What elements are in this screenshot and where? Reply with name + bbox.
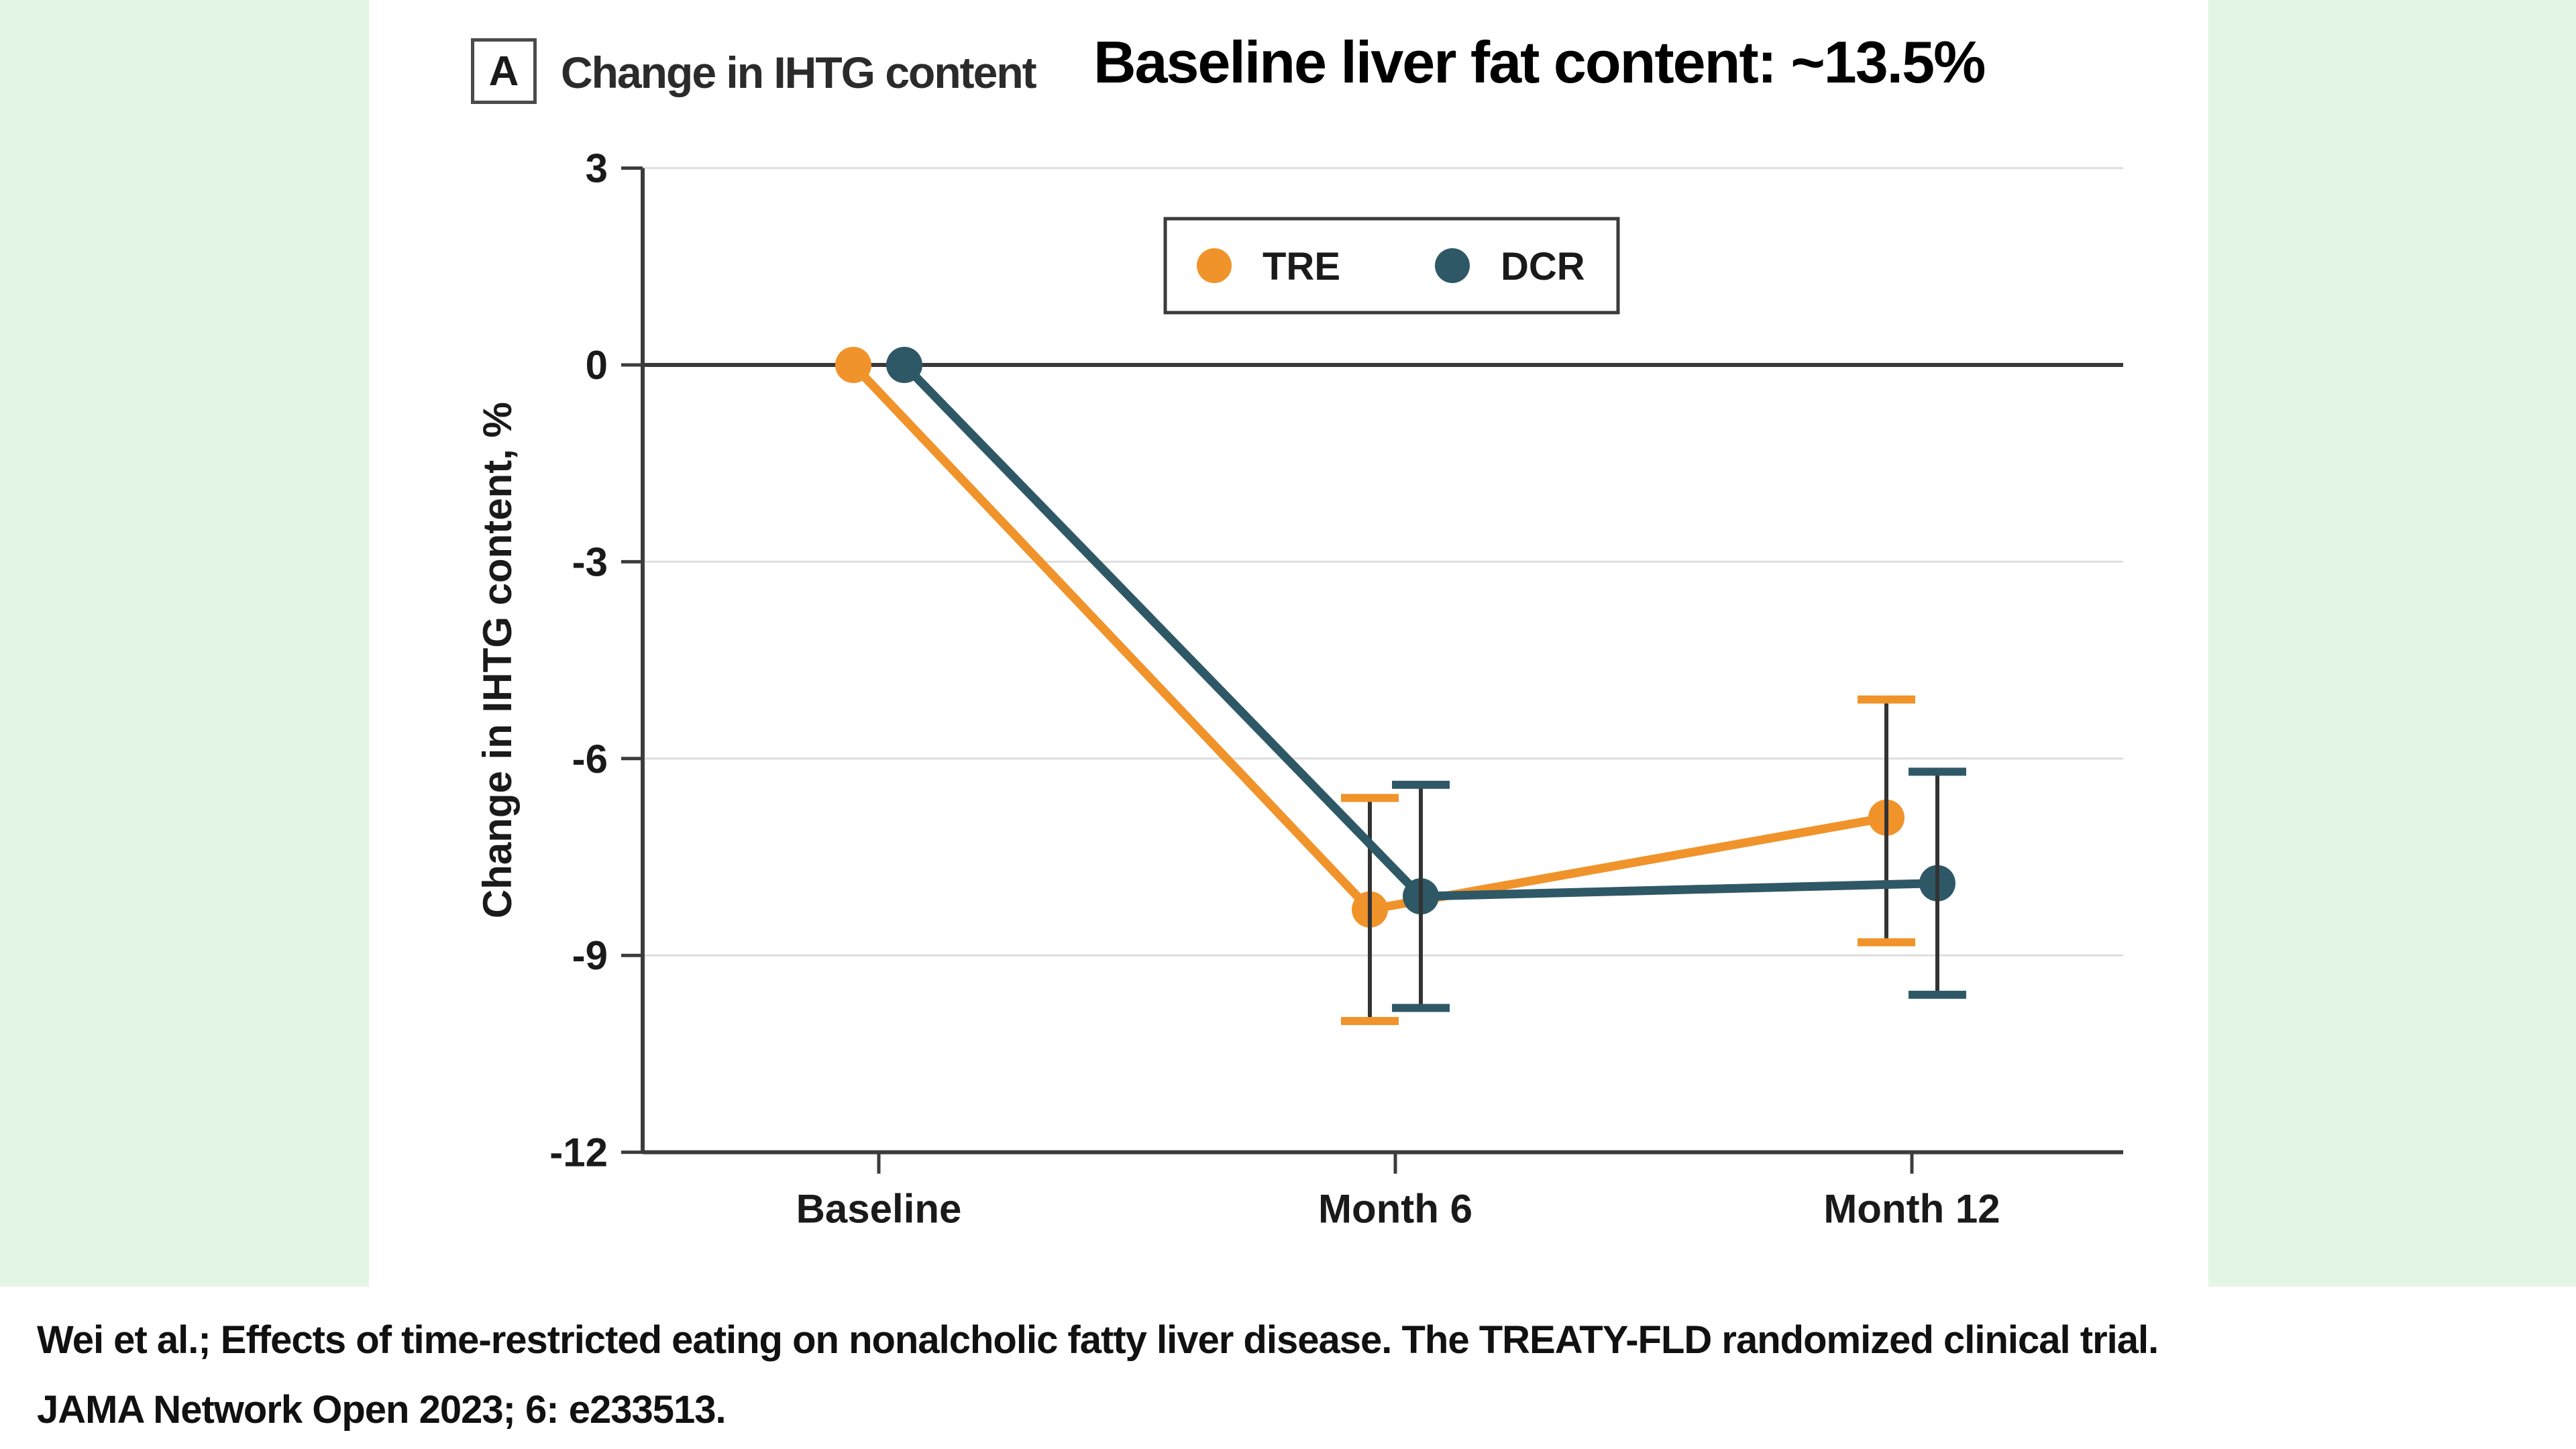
panel-title: Change in IHTG content (561, 48, 1037, 97)
x-tick-label: Baseline (796, 1187, 962, 1232)
y-tick-label: -6 (572, 737, 608, 782)
legend-label-DCR: DCR (1501, 245, 1585, 288)
y-tick-label: -3 (572, 539, 608, 584)
citation-line-1: Wei et al.; Effects of time-restricted e… (37, 1318, 2159, 1362)
axes: 3 0 -3 -6 -9 -12 Change in IHTG content, % Base… (475, 146, 2123, 1232)
panel-letter: A (488, 48, 519, 95)
data-point-DCR (886, 347, 922, 383)
x-tick-label: Month 6 (1318, 1187, 1472, 1232)
legend: TRE DCR (1163, 217, 1620, 315)
legend-box (1163, 217, 1620, 315)
series (835, 347, 1966, 1025)
legend-label-TRE: TRE (1263, 245, 1340, 288)
citation-line-2: JAMA Network Open 2023; 6: e233513. (37, 1388, 727, 1432)
data-point-TRE (835, 347, 871, 383)
y-axis-title: Change in IHTG content, % (475, 402, 520, 918)
y-tick-label: 0 (586, 343, 608, 388)
main-title: Baseline liver fat content: ~13.5% (1093, 29, 1986, 95)
citation: Wei et al.; Effects of time-restricted e… (37, 1305, 2546, 1445)
y-tick-label: 3 (586, 146, 608, 191)
legend-dot-TRE (1197, 248, 1232, 283)
y-tick-label: -12 (549, 1130, 608, 1175)
x-tick-label: Month 12 (1823, 1187, 2000, 1232)
chart-panel (369, 0, 2208, 1287)
y-tick-label: -9 (572, 933, 608, 978)
panel-letter-badge: A (471, 38, 537, 104)
legend-dot-DCR (1435, 248, 1470, 283)
